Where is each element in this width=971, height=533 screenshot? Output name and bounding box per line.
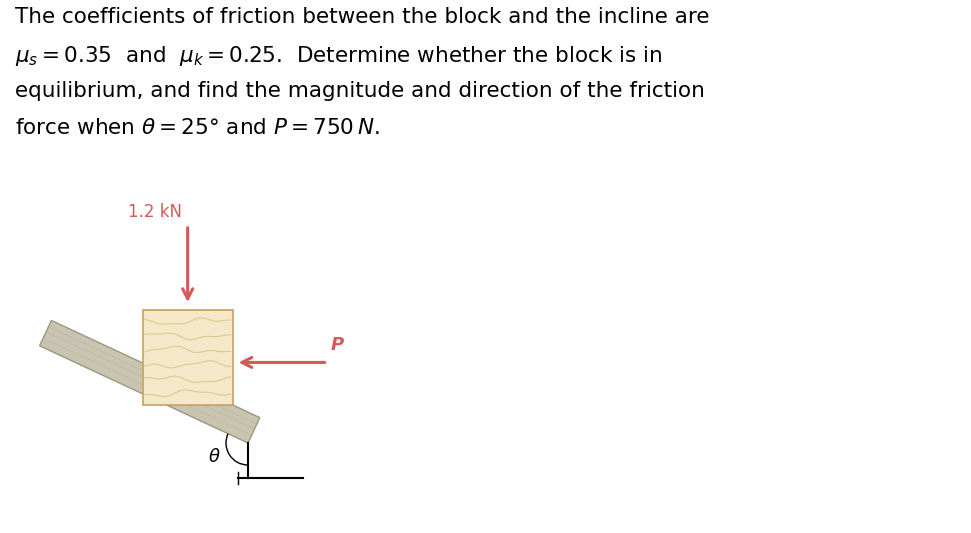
Text: P: P	[331, 336, 344, 354]
Text: $\theta$: $\theta$	[209, 448, 221, 466]
Text: force when $\theta = 25°$ and $P = 750\,N$.: force when $\theta = 25°$ and $P = 750\,…	[15, 118, 380, 138]
Text: equilibrium, and find the magnitude and direction of the friction: equilibrium, and find the magnitude and …	[15, 81, 705, 101]
Text: 1.2 kN: 1.2 kN	[127, 203, 182, 221]
Text: The coefficients of friction between the block and the incline are: The coefficients of friction between the…	[15, 7, 710, 27]
Polygon shape	[143, 310, 233, 405]
Polygon shape	[40, 320, 260, 443]
Text: $\mu_s = 0.35$  and  $\mu_k = 0.25$.  Determine whether the block is in: $\mu_s = 0.35$ and $\mu_k = 0.25$. Deter…	[15, 44, 662, 68]
